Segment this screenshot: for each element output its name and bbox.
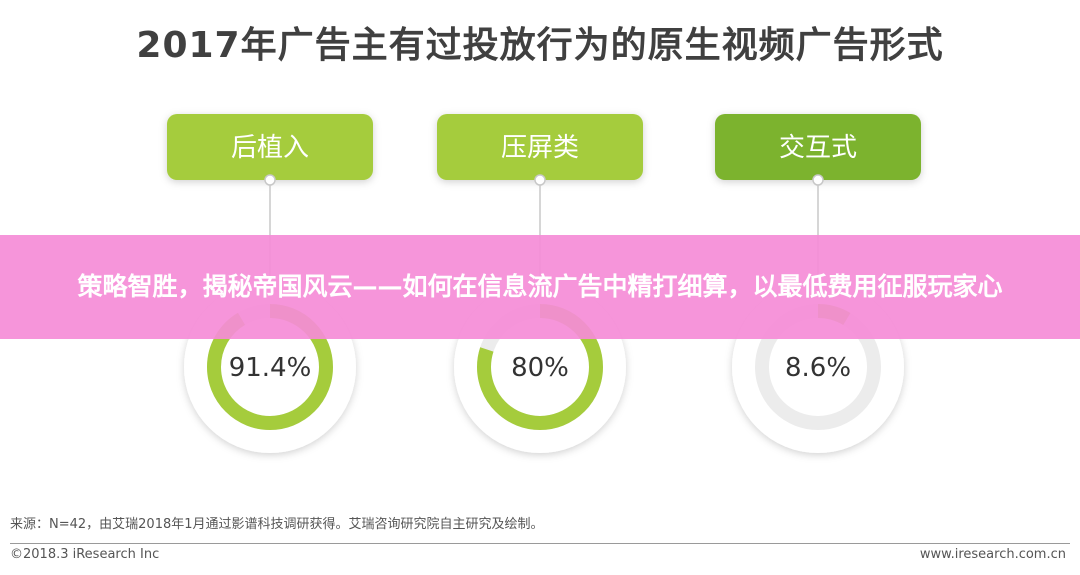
connector-dot bbox=[264, 174, 276, 186]
source-note: 来源：N=42，由艾瑞2018年1月通过影谱科技调研获得。艾瑞咨询研究院自主研究… bbox=[10, 517, 544, 532]
category-box bbox=[715, 114, 921, 180]
connector-dot bbox=[812, 174, 824, 186]
footer-divider bbox=[10, 543, 1070, 544]
category-label: 交互式 bbox=[779, 133, 857, 163]
category-label: 压屏类 bbox=[501, 133, 579, 163]
copyright-text: ©2018.3 iResearch Inc bbox=[10, 547, 160, 562]
value-label: 91.4% bbox=[229, 353, 312, 383]
category-label: 后植入 bbox=[231, 133, 309, 163]
website-link[interactable]: www.iresearch.com.cn bbox=[919, 547, 1066, 562]
connector-dot bbox=[534, 174, 546, 186]
value-label: 8.6% bbox=[785, 353, 851, 383]
category-box bbox=[437, 114, 643, 180]
headline-banner: 策略智胜，揭秘帝国风云——如何在信息流广告中精打细算，以最低费用征服玩家心 bbox=[0, 235, 1080, 339]
headline-text: 策略智胜，揭秘帝国风云——如何在信息流广告中精打细算，以最低费用征服玩家心 bbox=[77, 272, 1003, 301]
category-box bbox=[167, 114, 373, 180]
chart-title: 2017年广告主有过投放行为的原生视频广告形式 bbox=[136, 25, 944, 66]
value-label: 80% bbox=[511, 353, 569, 383]
